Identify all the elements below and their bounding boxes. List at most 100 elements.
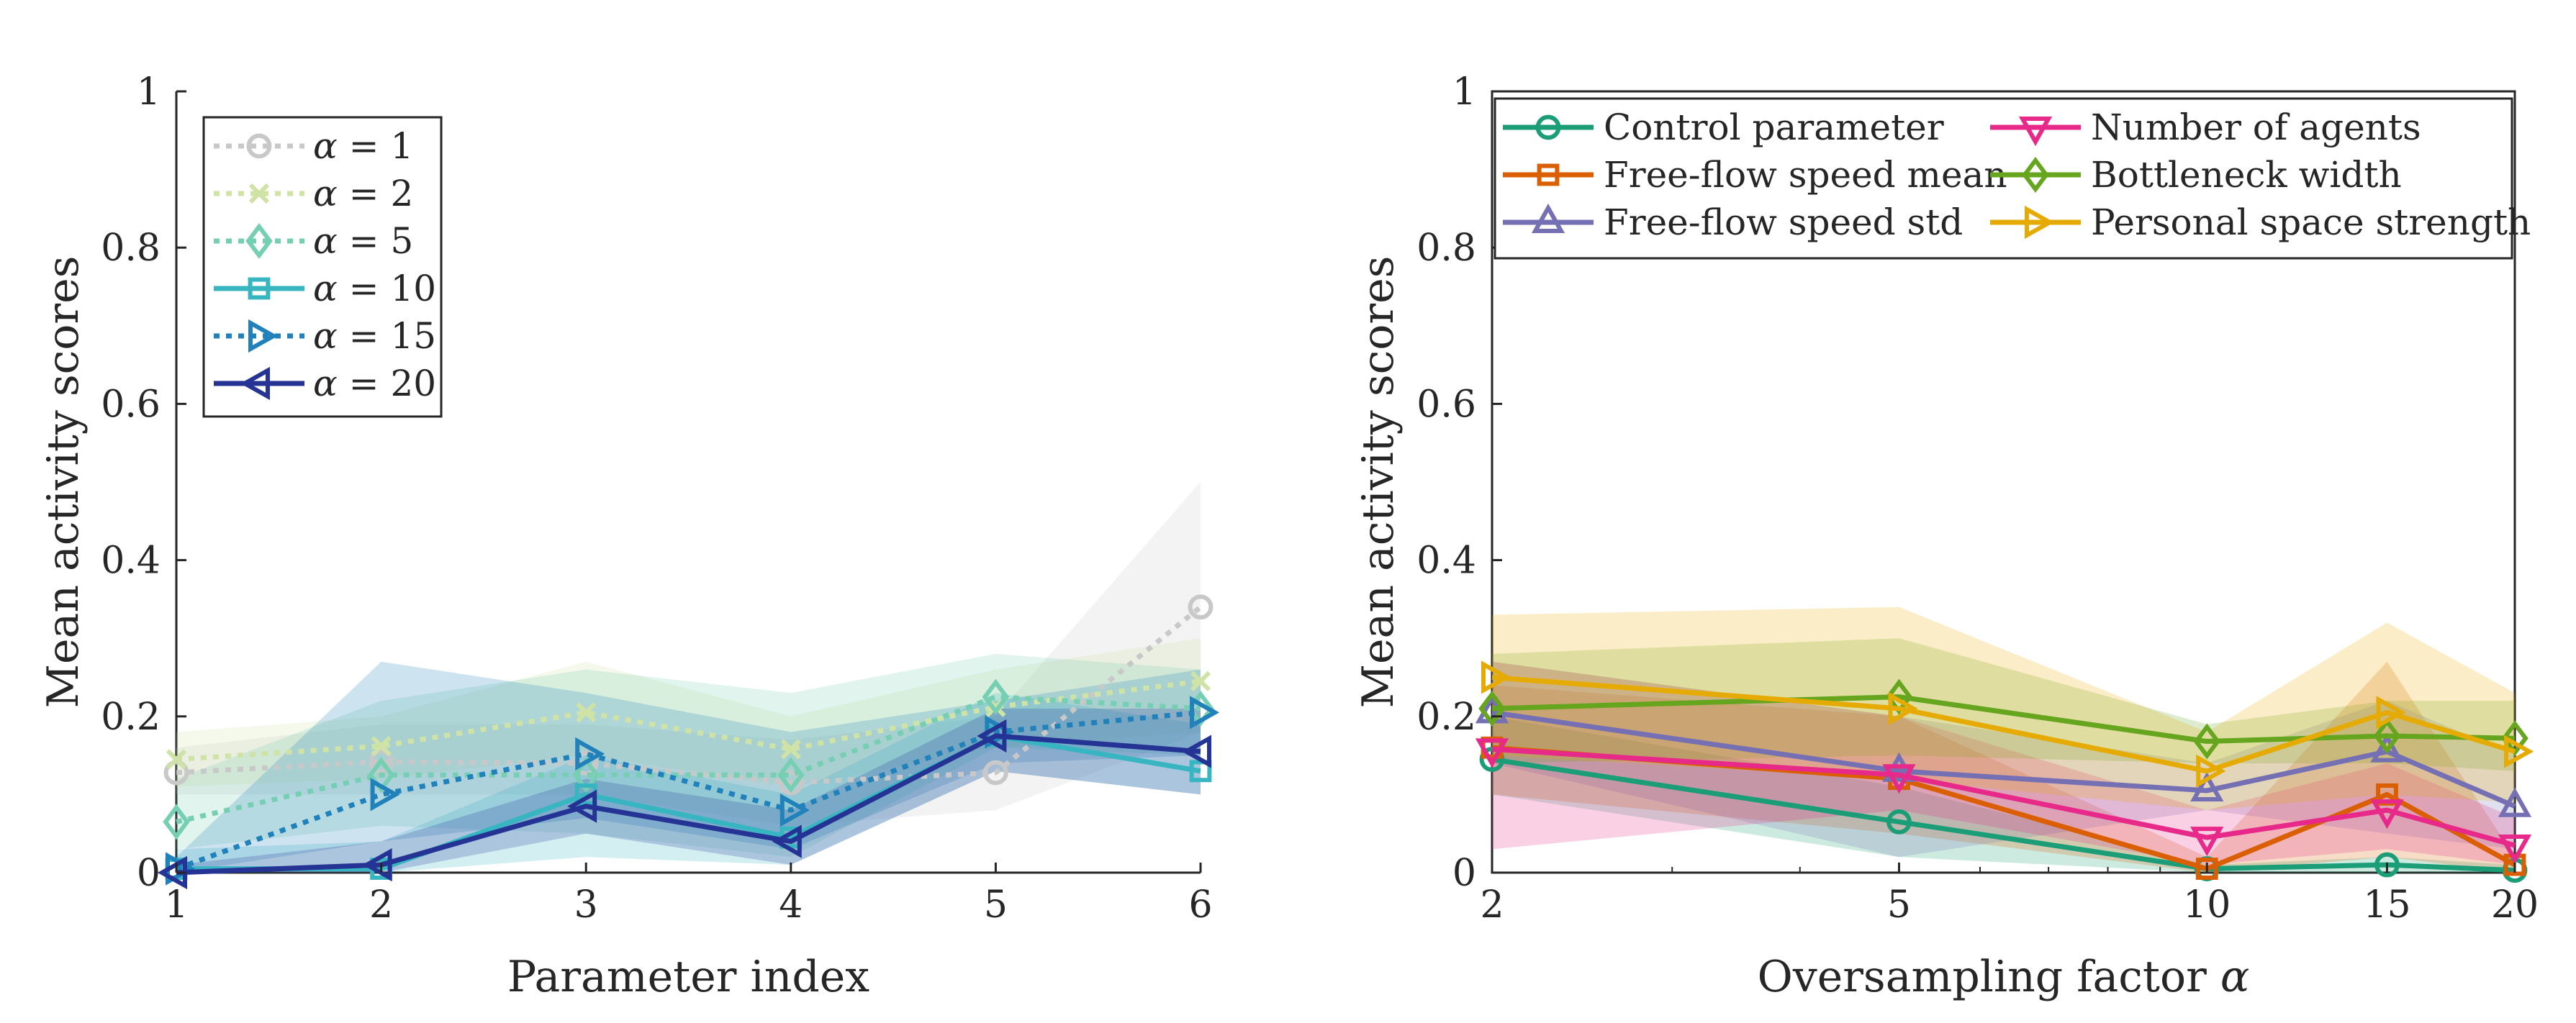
data-point xyxy=(1882,764,1916,794)
legend-alpha-value: 15 xyxy=(390,315,436,357)
data-point xyxy=(2498,834,2532,865)
series-line xyxy=(176,678,1201,763)
data-point xyxy=(2498,787,2532,817)
legend-marker xyxy=(245,223,273,259)
legend-item: Bottleneck width xyxy=(1990,154,2402,196)
data-point xyxy=(1189,760,1212,783)
legend-item: α = 1 xyxy=(214,125,413,167)
legend-item: α = 20 xyxy=(214,363,436,404)
legend-item: α = 5 xyxy=(214,220,413,262)
x-axis-label: Parameter index xyxy=(507,952,869,1002)
legend: α = 1 α = 2 α = 5 α = 10 α = 15 α = 20 xyxy=(202,116,443,418)
legend-marker xyxy=(1531,203,1565,233)
y-tick-label: 0.8 xyxy=(1416,227,1476,270)
data-point xyxy=(163,804,190,840)
series-line xyxy=(1491,694,2516,745)
series-line xyxy=(1491,709,2516,809)
data-point xyxy=(2376,696,2406,729)
series-0 xyxy=(163,594,1214,796)
legend-marker xyxy=(246,133,272,159)
legend-item: Free-flow speed mean xyxy=(1503,154,2007,196)
y-axis-label: Mean activity scores xyxy=(1353,256,1404,709)
legend-label: Control parameter xyxy=(1604,106,1944,148)
confidence-band xyxy=(1492,661,2515,858)
confidence-band xyxy=(1492,716,2515,873)
confidence-band xyxy=(1492,661,2515,865)
y-tick-label: 0.2 xyxy=(101,696,161,739)
data-point xyxy=(572,757,600,794)
confidence-band xyxy=(176,693,1201,873)
data-point xyxy=(780,739,801,760)
x-axis-label: Oversampling factor α xyxy=(1758,952,2250,1002)
data-point xyxy=(1478,690,1506,727)
data-point xyxy=(2370,799,2404,829)
legend-alpha-value: 5 xyxy=(390,220,413,262)
x-tick-label: 15 xyxy=(2363,883,2410,927)
confidence-band xyxy=(176,653,1201,858)
confidence-band xyxy=(176,638,1201,787)
data-point xyxy=(370,778,400,811)
legend-alpha-value: 20 xyxy=(390,363,436,404)
x-tick-label: 5 xyxy=(1887,883,1911,927)
data-point xyxy=(2190,771,2224,801)
data-point xyxy=(1188,594,1214,620)
legend-label: Personal space strength xyxy=(2091,201,2531,243)
data-point xyxy=(1885,678,1913,715)
series-line xyxy=(176,733,1201,876)
x-tick-label: 5 xyxy=(984,883,1008,927)
y-tick-label: 0 xyxy=(137,852,161,895)
y-tick-label: 0.4 xyxy=(101,540,161,583)
series-2 xyxy=(163,678,1214,840)
data-point xyxy=(371,735,392,757)
y-tick-label: 0.6 xyxy=(1416,383,1476,426)
y-tick-label: 1 xyxy=(137,71,161,114)
data-point xyxy=(983,760,1008,786)
legend-marker xyxy=(2018,117,2053,147)
data-point xyxy=(1190,696,1220,729)
x-tick-label: 3 xyxy=(574,883,598,927)
data-point xyxy=(2504,735,2534,768)
y-tick-label: 0.6 xyxy=(101,383,161,426)
legend-marker xyxy=(248,277,271,300)
series-line xyxy=(1491,675,2516,774)
y-axis-label: Mean activity scores xyxy=(38,256,89,709)
x-tick-label: 1 xyxy=(164,883,188,927)
y-tick-label: 0.2 xyxy=(1416,696,1476,739)
data-point xyxy=(362,848,392,882)
legend-item: α = 15 xyxy=(214,315,436,357)
legend-alpha-value: 1 xyxy=(390,125,413,167)
data-point xyxy=(576,702,597,723)
legend-box xyxy=(202,116,443,418)
data-point xyxy=(2196,754,2226,788)
series-3 xyxy=(1475,738,2532,865)
legend-label: α = 2 xyxy=(313,173,413,214)
y-tick-label: 1 xyxy=(1452,71,1476,114)
legend-label: Bottleneck width xyxy=(2091,154,2402,196)
legend-label: Free-flow speed std xyxy=(1604,201,1963,243)
legend-alpha-value: 2 xyxy=(390,173,413,214)
legend-marker xyxy=(248,183,270,204)
x-tick-label: 2 xyxy=(1480,883,1504,927)
x-tick-label: 6 xyxy=(1188,883,1212,927)
y-tick-label: 0.8 xyxy=(101,227,161,270)
series-line xyxy=(176,733,1201,872)
data-point xyxy=(1181,735,1211,768)
series-line xyxy=(176,694,1201,824)
data-point xyxy=(1481,660,1511,694)
data-point xyxy=(575,737,605,771)
data-point xyxy=(777,757,805,794)
data-point xyxy=(1475,738,1509,768)
legend-marker xyxy=(2022,157,2049,193)
legend-label: α = 10 xyxy=(313,268,436,309)
x-tick-label: 2 xyxy=(369,883,393,927)
data-point xyxy=(367,757,395,794)
data-point xyxy=(2370,732,2404,763)
data-point xyxy=(772,824,802,858)
plot-frame xyxy=(1491,90,2516,874)
legend-alpha-value: 10 xyxy=(390,268,436,309)
y-tick-label: 0 xyxy=(1452,852,1476,895)
legend-label: α = 15 xyxy=(313,315,436,357)
data-point xyxy=(369,749,394,775)
confidence-band xyxy=(176,482,1201,826)
data-point xyxy=(1886,809,1912,835)
